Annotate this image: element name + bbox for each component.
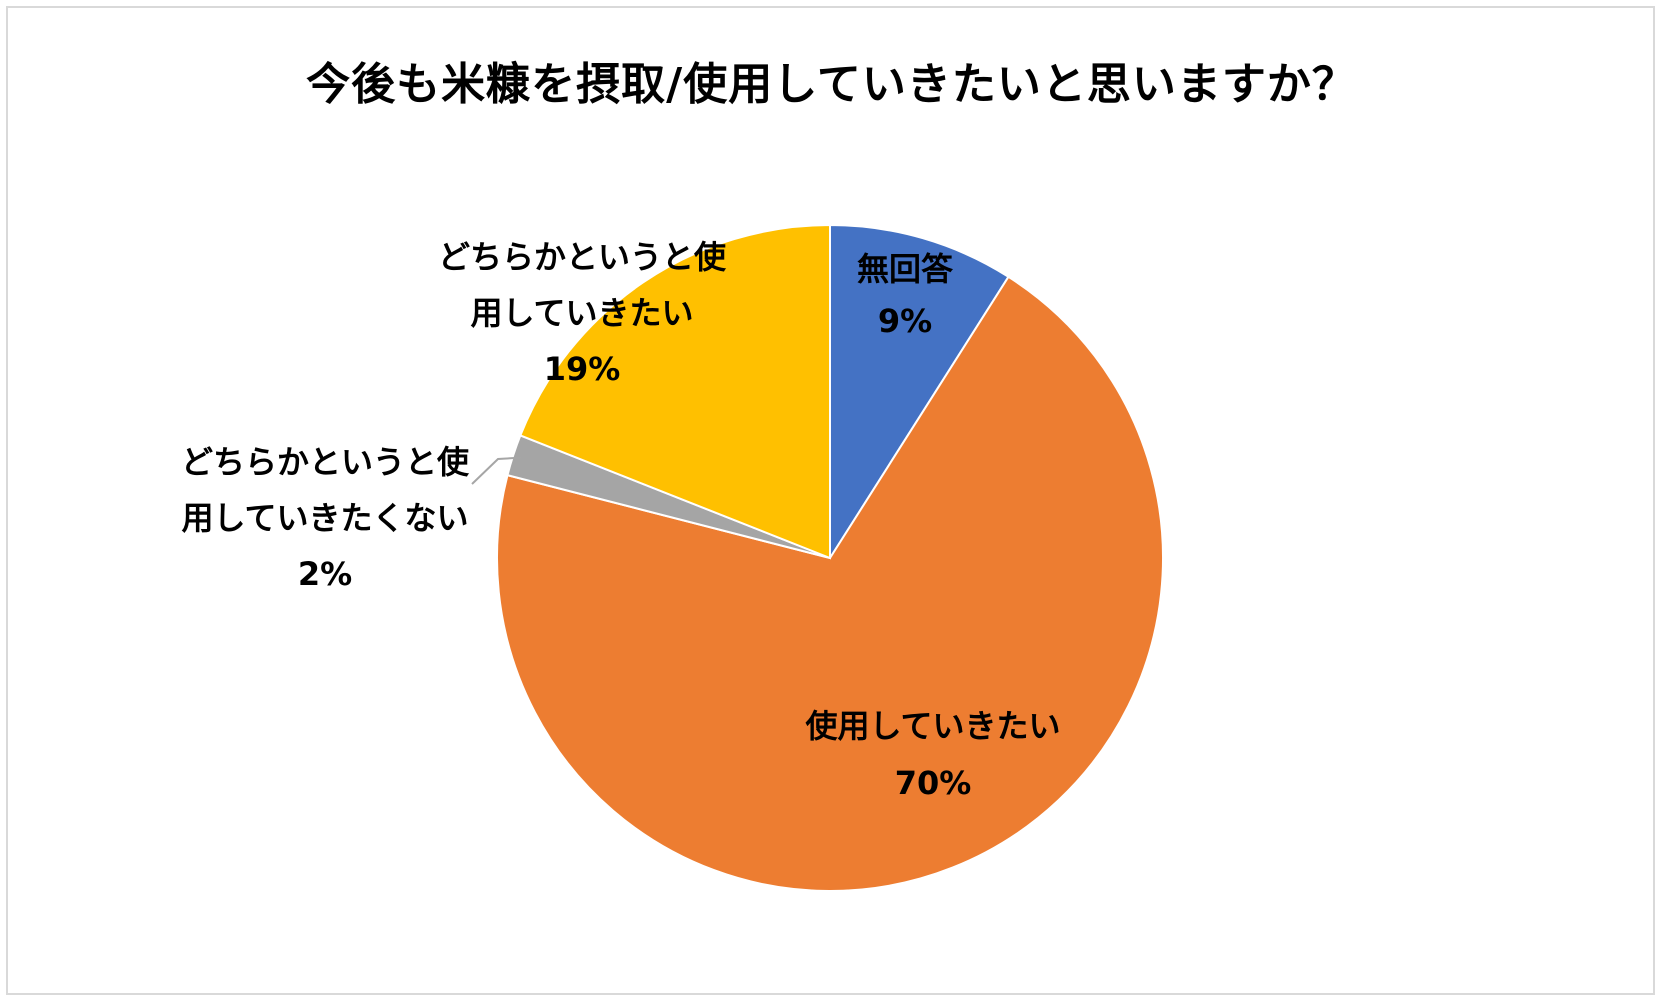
pie-slice-3 [519,223,831,560]
pie-slice-0 [829,223,1010,562]
data-label-slice-1: 使用していきたい 70% [804,707,1060,802]
data-label-category: 用していきたい [470,294,693,332]
pie-slice-1 [496,275,1164,892]
leader-line-slice-2 [471,456,521,485]
data-label-category: 用していきたくない [181,499,468,537]
pie-slices [496,223,1164,892]
data-label-category: どちらかというと使 [438,238,727,276]
data-label-category: 使用していきたい [804,707,1060,745]
data-label-category: 無回答 [857,250,954,288]
data-label-value: 19% [544,350,621,388]
data-label-slice-0: 無回答 9% [857,250,954,340]
data-label-category: どちらかというと使 [181,443,470,481]
chart-title: 今後も米糠を摂取/使用していきたいと思いますか？ [306,59,1357,110]
data-label-value: 70% [895,764,972,802]
pie-data-labels: 無回答9%使用していきたい70%どちらかというと使用していきたくない2%どちらか… [181,238,1061,802]
data-label-value: 2% [298,555,352,593]
data-label-value: 9% [878,302,932,340]
